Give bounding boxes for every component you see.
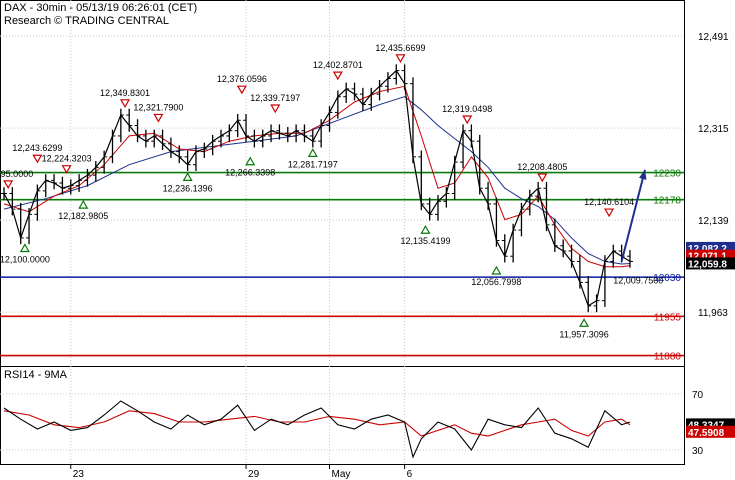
- y-tick-label: 12,315: [698, 124, 729, 135]
- price-bars: [1, 64, 633, 313]
- pivot-low-marker: [420, 225, 431, 234]
- rsi-lines: [3, 400, 631, 459]
- pivot-low-label: 12,182.9805: [58, 211, 108, 221]
- rsi-tick-label: 70: [692, 390, 704, 401]
- pivot-high-label: 12,349.8301: [100, 88, 150, 98]
- level-label: 11955: [654, 312, 682, 323]
- pivot-high-marker: [61, 165, 72, 174]
- pivot-high-label: 12,319.0498: [442, 104, 492, 114]
- pivot-low-label: 12,266.3398: [225, 168, 275, 178]
- current-price-tag: [686, 249, 735, 262]
- x-tick-label: 23: [73, 469, 85, 480]
- x-tick-label: 6: [407, 469, 413, 480]
- pivot-high-label: 12,339.7197: [250, 93, 300, 103]
- current-price-tag: [686, 257, 735, 270]
- chart-title: DAX - 30min - 05/13/19 06:26:01 (CET): [4, 2, 197, 14]
- pivot-low-marker: [579, 318, 590, 327]
- pivot-high-label: 12,208.4805: [517, 162, 567, 172]
- pivot-high-label: 12,402.8701: [313, 60, 363, 70]
- current-price-tag-label: 12,071.1: [688, 252, 727, 263]
- pivot-low-marker: [78, 199, 89, 209]
- pivot-high-label: 12,140.6104: [584, 197, 634, 207]
- price-line: [3, 69, 631, 307]
- x-tick-label: May: [332, 469, 351, 480]
- pivot-high-label: 12,321.7900: [133, 102, 183, 112]
- pivot-high-marker: [3, 180, 14, 190]
- current-price-tag-label: 12,082.2: [688, 244, 727, 255]
- pivot-high-label: 12,243.6299: [12, 143, 62, 153]
- pivot-low-label: 12,135.4199: [400, 236, 450, 246]
- pivot-high-marker: [270, 104, 281, 114]
- level-label: 12178: [653, 196, 681, 207]
- pivot-high-label: 12,224.3203: [42, 154, 92, 164]
- forecast-arrow: [620, 169, 647, 262]
- pivot-high-marker: [462, 115, 473, 125]
- pivot-low-label: 11,957.3096: [559, 329, 608, 339]
- price-label: 12,009.7500: [613, 276, 663, 286]
- level-label: 11880: [654, 352, 682, 363]
- forecast-arrow-head: [638, 169, 647, 180]
- pivot-low-marker: [307, 148, 318, 157]
- current-price-tag-label: 12,059.8: [688, 259, 727, 270]
- rsi-tick-label: 30: [692, 446, 704, 457]
- rsi-value-tag-label: 47.5908: [688, 428, 725, 439]
- chart-subtitle: Research © TRADING CENTRAL: [4, 15, 169, 27]
- pivot-high-marker: [32, 154, 43, 164]
- pivot-low-label: 12,056.7998: [471, 277, 521, 287]
- pivot-high-label: 12,376.0596: [217, 74, 267, 84]
- ma-fast-line: [3, 85, 631, 268]
- ma-slow-line: [3, 96, 631, 265]
- grid: [0, 0, 684, 464]
- forecast-arrow-shaft: [620, 169, 646, 262]
- pivot-high-marker: [395, 54, 406, 64]
- pivot-high-marker: [119, 99, 131, 109]
- pivot-high-marker: [537, 173, 548, 183]
- axes: 12,491 12,315 12,139 11,963 70 30 23 29 May 6: [70, 32, 729, 480]
- pivot-high-marker: [604, 208, 615, 218]
- rsi-line: [3, 400, 631, 459]
- pivot-high-marker: [153, 113, 164, 123]
- pivot-low-marker: [182, 172, 193, 182]
- rsi-ma-line: [3, 410, 631, 437]
- pivot-high-label: 12,435.6699: [375, 43, 425, 53]
- level-label: 12230: [653, 169, 681, 180]
- pivot-low-label: 12,236.1396: [163, 183, 213, 193]
- price-tags: 12,082.212,071.112,059.848.334747.5908: [686, 241, 735, 439]
- moving-averages: [3, 85, 631, 268]
- y-tick-label: 12,139: [698, 216, 729, 227]
- rsi-title: RSI14 - 9MA: [4, 369, 68, 381]
- pivot-low-marker: [491, 265, 502, 275]
- level-label: 12030: [653, 273, 681, 284]
- pivot-low-marker: [245, 156, 256, 166]
- pivot-high-label: 12,195.0000: [0, 169, 33, 179]
- x-tick-label: 29: [248, 469, 260, 480]
- pivot-low-marker: [19, 243, 30, 253]
- y-tick-label: 11,963: [698, 308, 728, 319]
- pivot-low-label: 12,100.0000: [0, 255, 50, 265]
- pivot-high-marker: [236, 85, 247, 95]
- rsi-value-tag: [686, 425, 735, 438]
- y-tick-label: 12,491: [698, 32, 729, 43]
- pivot-high-marker: [332, 71, 343, 81]
- pivot-low-label: 12,281.7197: [288, 159, 338, 169]
- price-panel-frame: [0, 0, 685, 367]
